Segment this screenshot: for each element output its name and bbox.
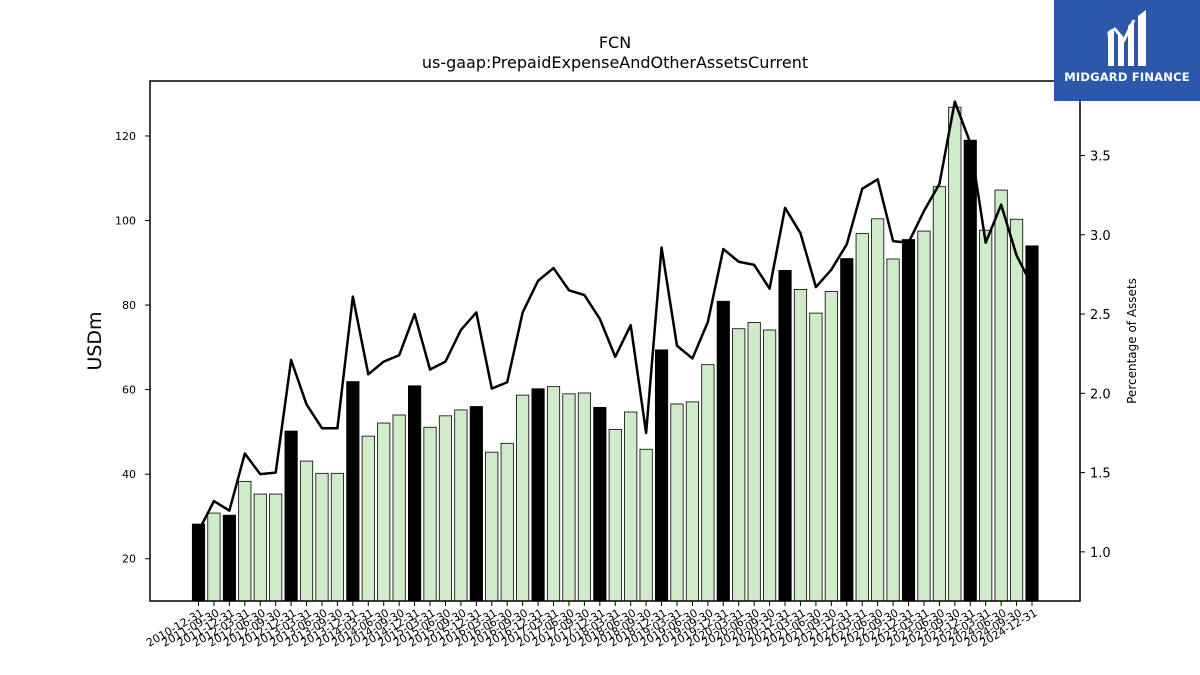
bar [917, 230, 931, 602]
bar [423, 426, 437, 602]
bar [855, 233, 869, 602]
chart-title: FCN [599, 33, 631, 52]
bar [685, 401, 700, 602]
bar [516, 394, 530, 602]
bar [269, 493, 283, 602]
y-tick-label: 20 [122, 553, 136, 566]
y-right-tick-label: 1.5 [1090, 467, 1111, 482]
bar [716, 300, 730, 602]
bar [531, 388, 545, 602]
bar [654, 349, 669, 602]
bar [454, 409, 468, 602]
bar [361, 435, 375, 602]
y-tick-label: 60 [122, 384, 136, 397]
y-axis-right-label: Percentage of Assets [1125, 278, 1139, 404]
bar [608, 428, 622, 602]
bar [408, 385, 422, 602]
bar [824, 291, 838, 602]
bar [701, 364, 715, 602]
bar [577, 392, 591, 602]
midgard-logo-icon [1107, 10, 1146, 66]
bar [886, 258, 900, 602]
y-right-tick-label: 2.0 [1090, 387, 1111, 402]
bar [299, 460, 314, 602]
bar [438, 415, 453, 602]
percentage-line [197, 100, 1034, 532]
y-axis-right: 1.0 1.5 2.0 2.5 3.0 3.5 [1080, 150, 1111, 561]
bar [562, 393, 576, 602]
x-axis: 2010-12-312011-09-302011-12-312012-03-31… [144, 601, 1040, 650]
bar [793, 289, 808, 602]
bar [377, 422, 391, 602]
y-tick-label: 80 [122, 299, 136, 312]
y-tick-label: 40 [122, 468, 136, 481]
bar [346, 381, 360, 602]
bar [901, 239, 916, 602]
bar [238, 480, 252, 602]
y-tick-label: 100 [115, 215, 136, 228]
bar [763, 329, 777, 602]
bar [639, 448, 653, 602]
bar [747, 321, 761, 602]
bar [871, 218, 885, 602]
y-right-tick-label: 3.5 [1090, 150, 1111, 165]
bar [624, 411, 638, 602]
bar [485, 451, 499, 602]
bar [670, 403, 684, 602]
bar [330, 472, 344, 602]
bar [315, 472, 329, 602]
bar [284, 430, 298, 602]
bar [191, 523, 206, 602]
bar [593, 406, 607, 602]
bar [469, 406, 483, 602]
bar [809, 312, 823, 602]
bar [732, 328, 746, 602]
bar [392, 414, 406, 602]
y-right-tick-label: 1.0 [1090, 546, 1111, 561]
logo-text: MIDGARD FINANCE [1064, 70, 1190, 84]
y-right-tick-label: 3.0 [1090, 229, 1111, 244]
bar [979, 229, 993, 602]
chart-subtitle: us-gaap:PrepaidExpenseAndOtherAssetsCurr… [422, 53, 808, 72]
bar [778, 269, 792, 602]
bar [207, 512, 221, 602]
bar [948, 106, 962, 602]
y-right-tick-label: 2.5 [1090, 308, 1111, 323]
bar [963, 139, 977, 602]
bar [840, 258, 854, 602]
y-axis-left: 20 40 60 80 100 120 [115, 130, 150, 566]
bar [546, 386, 561, 602]
bar [253, 493, 267, 602]
bar [500, 442, 514, 602]
bar [932, 186, 946, 602]
bar [994, 189, 1008, 602]
brand-logo: MIDGARD FINANCE [1054, 0, 1200, 101]
y-tick-label: 120 [115, 130, 136, 143]
y-axis-label: USDm [84, 311, 106, 370]
bar [1025, 245, 1039, 602]
bar [1009, 218, 1024, 602]
bar [222, 514, 236, 602]
line-group [197, 100, 1034, 532]
